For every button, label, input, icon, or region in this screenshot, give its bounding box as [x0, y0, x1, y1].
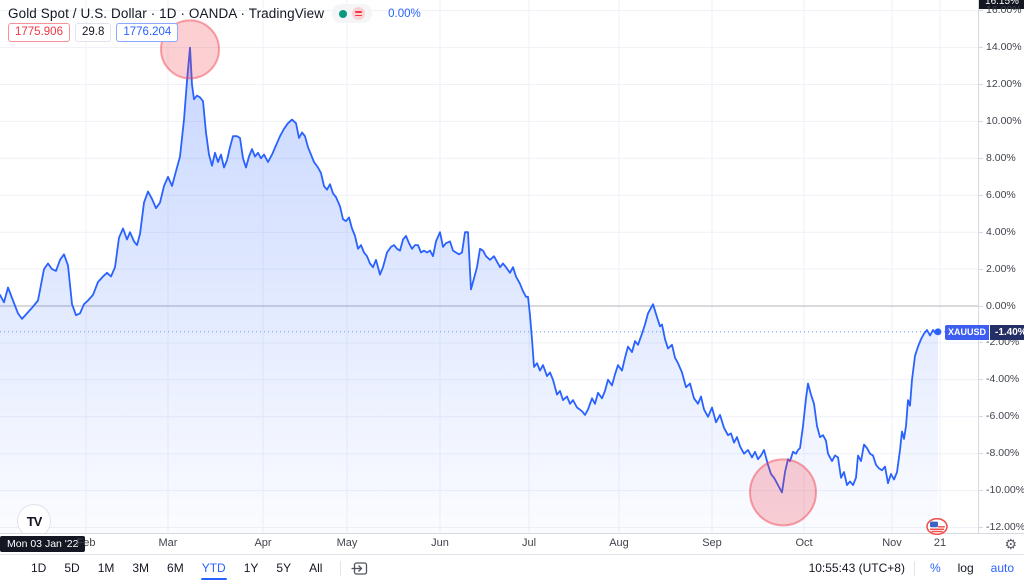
range-button-ytd[interactable]: YTD	[194, 559, 234, 580]
symbol-tag: XAUUSD	[945, 325, 990, 340]
time-tick-label: Jun	[431, 537, 449, 549]
price-tick-label: 2.00%	[979, 263, 1016, 275]
range-button-6m[interactable]: 6M	[167, 561, 184, 575]
bid-ask-row: 1775.906 29.8 1776.204	[8, 23, 179, 42]
time-tick-label: Apr	[254, 537, 272, 549]
price-tick-label: 12.00%	[979, 78, 1022, 90]
tradingview-logo-icon[interactable]: TV	[17, 504, 51, 533]
date-range-group: 1D 5D 1M 3M 6M YTD 1Y 5Y All	[22, 559, 369, 580]
time-tick-label: Nov	[882, 537, 902, 549]
time-tick-label: Feb	[76, 537, 96, 549]
us-flag-event-icon[interactable]	[926, 517, 948, 540]
price-tick-label: -12.00%	[978, 521, 1024, 533]
go-to-date-icon[interactable]	[350, 559, 369, 578]
gear-icon[interactable]: ⚙	[1004, 536, 1017, 552]
last-point-dot	[934, 328, 942, 336]
last-change-value: -1.40%	[990, 325, 1024, 340]
time-tick-label: Mar	[158, 537, 178, 549]
price-tick-label: 10.00%	[979, 115, 1022, 127]
auto-scale-button[interactable]: auto	[990, 561, 1014, 575]
price-tick-label: 8.00%	[979, 152, 1016, 164]
range-button-5d[interactable]: 5D	[64, 561, 80, 575]
chart-pane[interactable]: Gold Spot / U.S. Dollar · 1D · OANDA · T…	[0, 0, 978, 533]
symbol-title: Gold Spot / U.S. Dollar · 1D · OANDA · T…	[8, 6, 325, 21]
toolbar-divider	[913, 560, 915, 576]
log-scale-button[interactable]: log	[957, 561, 974, 575]
time-tick-label: 21	[933, 537, 947, 549]
time-tick-label: Jul	[521, 537, 537, 549]
axis-settings-group: 10:55:43 (UTC+8) % log auto	[808, 560, 1014, 576]
change-percent-value: 0.00%	[388, 7, 421, 20]
price-tick-label: -6.00%	[978, 410, 1020, 422]
time-axis[interactable]: Mon 03 Jan '22 ⚙ Feb Mar Apr May Jun Jul Aug Se…	[0, 533, 1024, 554]
price-tick-label: -8.00%	[978, 447, 1020, 459]
last-price-label: XAUUSD -1.40%	[945, 325, 1024, 340]
price-axis[interactable]: 16.15% 16.00% 14.00% 12.00% 10.00% 8.00% 6.00…	[978, 0, 1024, 533]
timezone-clock[interactable]: 10:55:43 (UTC+8)	[808, 561, 905, 575]
price-tick-label: 16.00%	[979, 4, 1022, 16]
price-tick-label: 14.00%	[979, 41, 1022, 53]
price-curve	[0, 46, 939, 494]
market-status-icon[interactable]	[339, 9, 348, 18]
data-problem-icon[interactable]	[352, 7, 366, 20]
crosshair-date-badge: Mon 03 Jan '22	[0, 536, 86, 552]
range-button-all[interactable]: All	[309, 561, 323, 575]
range-button-5y[interactable]: 5Y	[276, 561, 292, 575]
range-button-1d[interactable]: 1D	[31, 561, 47, 575]
price-tick-label: -10.00%	[978, 484, 1024, 496]
price-chart[interactable]	[0, 0, 978, 533]
price-tick-label: 4.00%	[979, 226, 1016, 238]
bid-price-badge[interactable]: 1775.906	[8, 23, 70, 42]
time-tick-label: May	[336, 537, 358, 549]
price-tick-label: -4.00%	[978, 373, 1020, 385]
legend-status-group[interactable]	[332, 4, 373, 23]
range-button-1y[interactable]: 1Y	[243, 561, 259, 575]
range-button-3m[interactable]: 3M	[132, 561, 150, 575]
price-tick-label: 6.00%	[979, 189, 1016, 201]
crosshair-price-badge: 16.15%	[979, 0, 1024, 9]
time-tick-label: Aug	[609, 537, 629, 549]
spread-badge: 29.8	[74, 23, 112, 42]
price-tick-label: 0.00%	[979, 300, 1016, 312]
percent-scale-button[interactable]: %	[929, 561, 941, 575]
area-fill	[0, 47, 938, 533]
time-tick-label: Oct	[795, 537, 813, 549]
toolbar-divider	[340, 560, 342, 576]
bottom-toolbar: 1D 5D 1M 3M 6M YTD 1Y 5Y All 10:55:43 (UTC+8) % …	[0, 554, 1024, 581]
highlight-circle	[749, 458, 817, 527]
chart-legend: Gold Spot / U.S. Dollar · 1D · OANDA · T…	[8, 4, 421, 23]
range-button-1m[interactable]: 1M	[97, 561, 115, 575]
time-tick-label: Sep	[702, 537, 722, 549]
ask-price-badge[interactable]: 1776.204	[116, 23, 179, 42]
